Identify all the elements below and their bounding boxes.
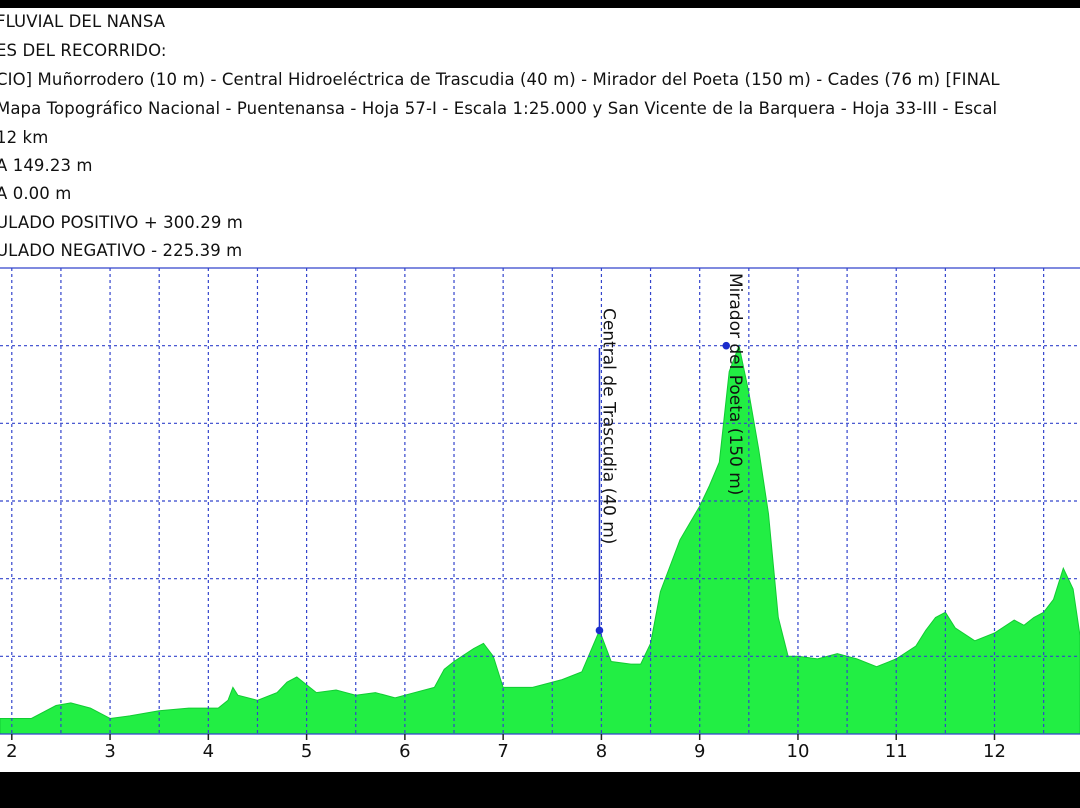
- cumulative-gain: ULADO POSITIVO + 300.29 m: [0, 213, 243, 232]
- route-info-header: FLUVIAL DEL NANSA ES DEL RECORRIDO: CIO]…: [0, 8, 1080, 266]
- elevation-profile-chart: 2 3 4 5 6 7 8 9 10 11 12 Central de Trascudia (40 m…: [0, 267, 1080, 762]
- annotation-marker: [722, 341, 731, 350]
- x-tick-label: 2: [6, 741, 17, 762]
- route-points-list: CIO] Muñorrodero (10 m) - Central Hidroe…: [0, 70, 1000, 89]
- annotation-label: Central de Trascudia (40 m): [598, 308, 618, 544]
- route-title: FLUVIAL DEL NANSA: [0, 12, 166, 31]
- x-tick-label: 7: [497, 741, 508, 762]
- x-tick-label: 6: [399, 741, 410, 762]
- x-tick-label: 8: [596, 741, 607, 762]
- annotation-marker: [595, 626, 604, 635]
- x-tick-label: 9: [694, 741, 705, 762]
- max-altitude: A 149.23 m: [0, 156, 93, 175]
- x-tick-label: 11: [885, 741, 908, 762]
- route-distance: 12 km: [0, 128, 49, 147]
- elevation-area: [0, 343, 1080, 735]
- chart-frame: FLUVIAL DEL NANSA ES DEL RECORRIDO: CIO]…: [0, 8, 1080, 772]
- cumulative-loss: ULADO NEGATIVO - 225.39 m: [0, 241, 243, 260]
- x-tick-label: 5: [301, 741, 312, 762]
- annotation-label: Mirador del Poeta (150 m): [725, 273, 745, 495]
- min-altitude: A 0.00 m: [0, 184, 72, 203]
- map-reference: Mapa Topográfico Nacional - Puentenansa …: [0, 99, 998, 118]
- x-tick-label: 3: [104, 741, 115, 762]
- x-tick-label: 4: [203, 741, 214, 762]
- x-tick-label: 10: [787, 741, 810, 762]
- route-points-label: ES DEL RECORRIDO:: [0, 41, 167, 60]
- x-tick-label: 12: [983, 741, 1006, 762]
